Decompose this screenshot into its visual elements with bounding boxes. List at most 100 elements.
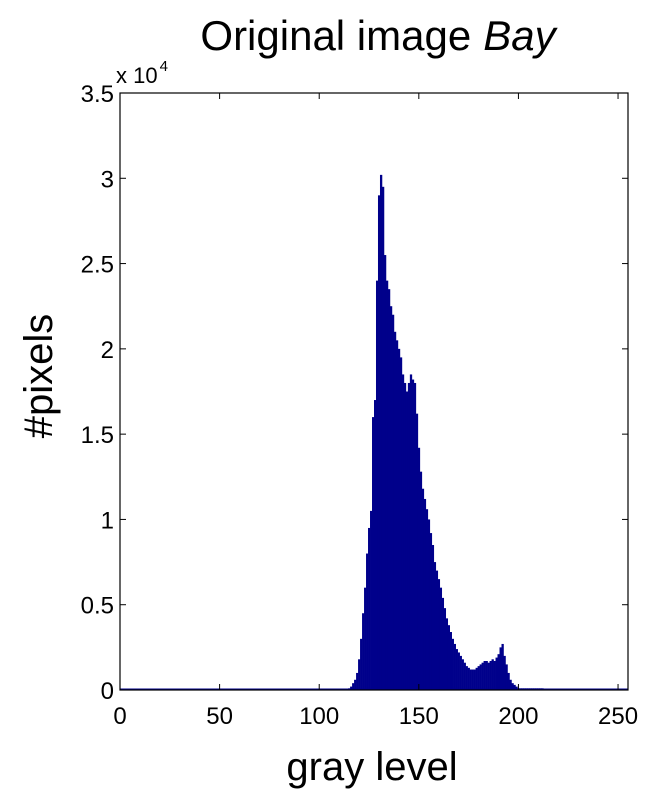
histogram-bar <box>409 374 413 690</box>
histogram-bar <box>475 667 478 690</box>
histogram-bar <box>499 647 502 690</box>
histogram-bar <box>465 666 468 690</box>
histogram-bar <box>405 391 409 690</box>
bars-group <box>120 174 628 691</box>
histogram-bar <box>360 638 363 690</box>
histogram-bar <box>487 662 490 690</box>
histogram-bar <box>437 579 441 690</box>
histogram-bar <box>457 652 460 690</box>
plot-frame <box>119 92 629 691</box>
histogram-bar <box>463 662 466 690</box>
histogram-bar <box>539 688 542 690</box>
histogram-bar <box>451 638 454 690</box>
histogram-bar <box>479 664 482 690</box>
x-tick-label: 50 <box>206 703 233 730</box>
histogram-bar <box>477 666 480 690</box>
y-tick-label: 0.5 <box>81 593 114 620</box>
histogram-bar <box>393 331 397 690</box>
y-tick-label: 0 <box>101 678 114 705</box>
histogram-bar <box>415 413 419 690</box>
histogram-bar <box>443 608 447 690</box>
x-tick-label: 100 <box>299 703 339 730</box>
histogram-bar <box>431 545 435 690</box>
histogram-bar <box>419 471 423 690</box>
histogram-bar <box>399 357 403 690</box>
y-multiplier-exponent: 4 <box>160 58 168 75</box>
histogram-bar <box>348 688 351 690</box>
histogram-bar <box>358 659 361 690</box>
chart-title: Original image Bay <box>200 12 558 59</box>
histogram-bar <box>403 382 407 690</box>
chart-title-text: Original image <box>200 12 471 59</box>
y-tick-label: 3.5 <box>81 81 114 108</box>
histogram-bar <box>435 570 439 690</box>
histogram-bar <box>356 672 359 690</box>
histogram-bar <box>413 382 417 690</box>
histogram-bar <box>467 667 470 690</box>
histogram-bar <box>531 688 534 690</box>
histogram-bar <box>411 379 415 690</box>
y-multiplier-base: x 10 <box>116 63 158 88</box>
histogram-bar <box>372 417 375 690</box>
ticks-group <box>119 92 628 691</box>
histogram-bar <box>445 618 449 690</box>
histogram-bar <box>425 509 429 690</box>
histogram-bar <box>459 655 462 690</box>
histogram-bar <box>423 498 427 690</box>
y-multiplier-label: x 10 4 <box>116 58 168 88</box>
histogram-bar <box>461 659 464 690</box>
histogram-bar <box>391 314 395 690</box>
histogram-bar <box>529 688 532 690</box>
histogram-bar <box>541 688 544 690</box>
histogram-bar <box>364 587 367 690</box>
histogram-bar <box>379 174 383 690</box>
histogram-bar <box>471 669 474 690</box>
histogram-bar <box>429 533 433 690</box>
histogram-bar <box>455 649 458 690</box>
histogram-bar <box>433 562 437 690</box>
histogram-bar <box>421 488 425 690</box>
histogram-bar <box>469 669 472 690</box>
histogram-bar <box>509 679 512 690</box>
histogram-bar <box>491 659 494 690</box>
y-tick-label: 2.5 <box>81 252 114 279</box>
histogram-bar <box>387 289 391 690</box>
histogram-bar <box>354 679 357 690</box>
histogram-bar <box>521 688 524 690</box>
histogram-bar <box>439 587 443 690</box>
histogram-bar <box>527 688 530 690</box>
histogram-bar <box>385 280 389 690</box>
histogram-bar <box>407 382 411 690</box>
histogram-bar <box>493 661 496 690</box>
histogram-bar <box>427 519 431 690</box>
histogram-bar <box>515 686 518 690</box>
histogram-bar <box>525 688 528 690</box>
histogram-bar <box>389 306 393 690</box>
histogram-bar <box>497 654 500 690</box>
histogram-bar <box>505 664 508 690</box>
histogram-bar <box>507 672 510 690</box>
histogram-bar <box>535 688 538 690</box>
x-axis-label: gray level <box>286 745 457 789</box>
histogram-bar <box>513 684 516 690</box>
histogram-bar <box>366 553 369 690</box>
chart-title-italic: Bay <box>483 12 558 59</box>
histogram-bar <box>501 643 504 690</box>
histogram-bar <box>485 661 488 690</box>
histogram-bar <box>453 643 456 690</box>
histogram-bar <box>381 186 385 690</box>
histogram-bar <box>441 597 445 690</box>
histogram-bar <box>519 688 522 690</box>
x-tick-label: 150 <box>399 703 439 730</box>
histogram-bar <box>374 400 377 690</box>
histogram-bar <box>370 510 373 690</box>
histogram-bar <box>537 688 540 690</box>
histogram-bar <box>503 655 506 690</box>
x-tick-label: 0 <box>113 703 126 730</box>
histogram-bar <box>383 255 387 691</box>
histogram-bar <box>352 683 355 690</box>
y-tick-label: 2 <box>101 337 114 364</box>
histogram-bar <box>495 657 498 690</box>
y-tick-label: 1 <box>101 507 114 534</box>
